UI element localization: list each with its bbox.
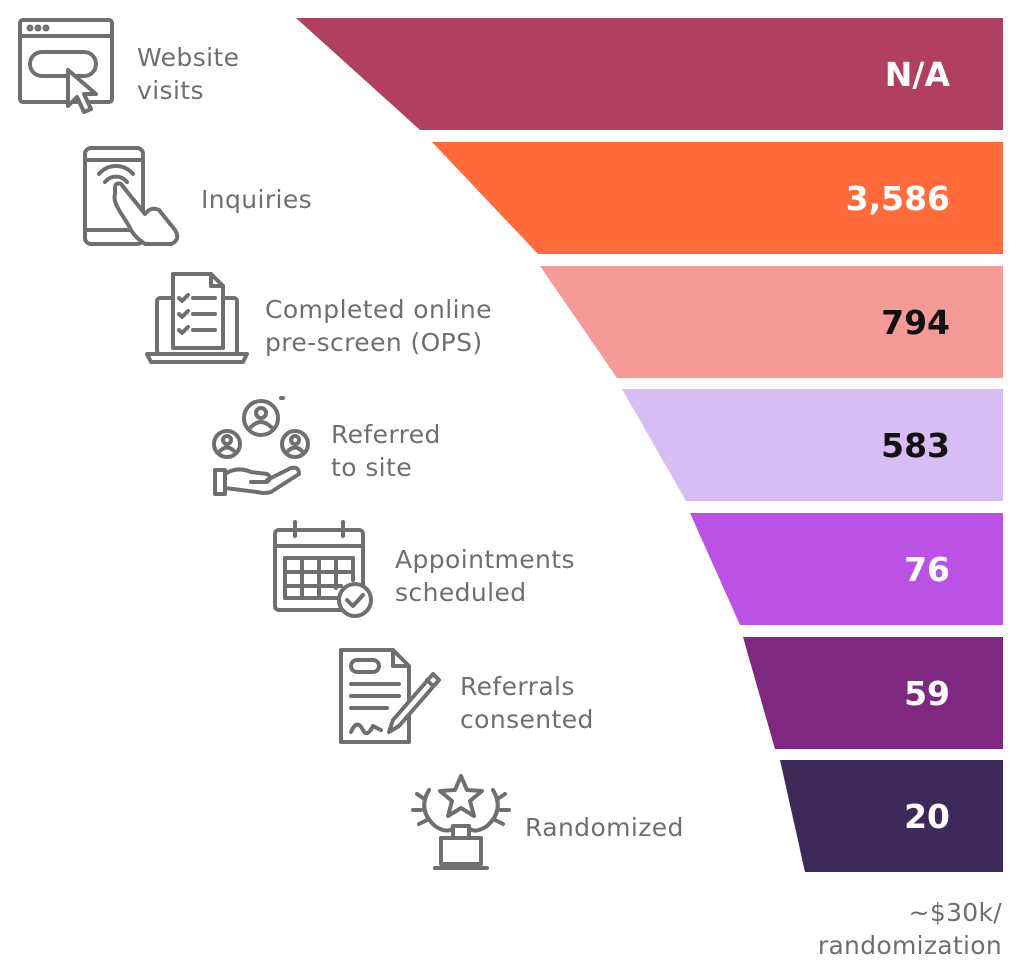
- stage-label-2: Inquiries: [201, 185, 313, 214]
- funnel-bar-6: [743, 637, 1003, 749]
- trophy-star-icon: [409, 770, 513, 874]
- funnel-bar-1: [296, 18, 1003, 130]
- funnel-bar-7: [780, 760, 1003, 872]
- funnel-value-label-3: 794: [881, 303, 950, 342]
- cost-footnote: ~$30k/ randomization: [818, 896, 1002, 962]
- laptop-checklist-icon: [145, 268, 249, 372]
- stage-label-6: Referrals consented: [460, 672, 594, 734]
- stage-label-4: Referred to site: [331, 420, 441, 482]
- document-pen-icon: [337, 646, 441, 750]
- funnel-bar-4: [622, 389, 1003, 501]
- funnel-bar-3: [540, 266, 1003, 378]
- stage-label-3: Completed online pre-screen (OPS): [265, 295, 492, 357]
- funnel-bar-2: [432, 142, 1003, 254]
- stage-label-1: Website visits: [137, 43, 240, 105]
- tablet-touch-icon: [79, 144, 183, 248]
- funnel-value-label-2: 3,586: [846, 179, 950, 218]
- funnel-value-label-7: 20: [904, 797, 950, 836]
- stage-label-5: Appointments scheduled: [395, 545, 575, 607]
- footnote-line-1: ~$30k/: [908, 898, 1002, 927]
- funnel-value-label-6: 59: [904, 674, 950, 713]
- stage-label-7: Randomized: [525, 813, 684, 842]
- hand-people-icon: [207, 394, 311, 498]
- browser-click-icon: [16, 16, 120, 120]
- funnel-value-label-5: 76: [904, 550, 950, 589]
- funnel-bar-5: [690, 513, 1003, 625]
- footnote-line-2: randomization: [817, 931, 1002, 960]
- funnel-value-label-1: N/A: [885, 55, 951, 94]
- calendar-check-icon: [271, 518, 375, 622]
- funnel-value-label-4: 583: [881, 426, 950, 465]
